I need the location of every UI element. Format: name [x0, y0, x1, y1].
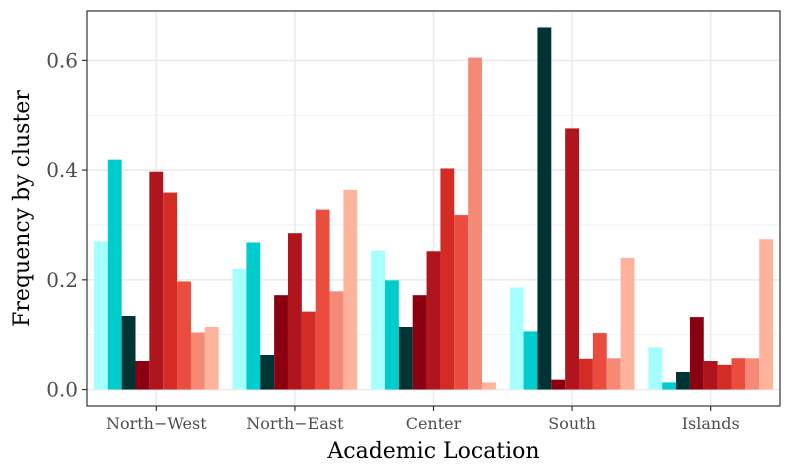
bar [759, 239, 774, 390]
bar [107, 159, 122, 390]
bar [163, 192, 178, 390]
bar [135, 361, 150, 390]
bar [384, 280, 399, 390]
x-axis-ticks: North−West North−East Center South Islands [106, 406, 740, 433]
x-tick-label: North−East [246, 414, 344, 433]
x-tick-label: North−West [106, 414, 207, 433]
bar [689, 317, 704, 390]
bar [579, 358, 593, 390]
bar [551, 379, 566, 390]
bar [662, 382, 677, 390]
bar [482, 382, 496, 390]
bar [717, 364, 732, 390]
x-tick-label: Islands [682, 414, 740, 433]
bar [204, 327, 219, 390]
bar [606, 358, 621, 390]
bar [246, 242, 261, 390]
bar [523, 331, 538, 390]
bar [592, 333, 607, 390]
bar [190, 332, 205, 390]
bar [412, 295, 427, 390]
bars [93, 27, 774, 390]
y-axis-ticks: 0.0 0.2 0.4 0.6 [46, 48, 87, 402]
bar [731, 358, 746, 390]
bar [565, 128, 580, 390]
bar [371, 250, 385, 390]
bar [426, 251, 441, 390]
bar [620, 257, 635, 390]
bar [509, 287, 524, 390]
y-tick-label: 0.6 [46, 48, 78, 72]
bar [315, 209, 330, 390]
y-tick-label: 0.2 [46, 268, 78, 292]
bar [177, 281, 191, 390]
bar [676, 371, 690, 390]
bar [121, 316, 136, 390]
bar [454, 215, 469, 390]
bar [343, 189, 358, 390]
bar [93, 241, 108, 390]
bar [745, 358, 760, 390]
bar [274, 295, 288, 390]
y-tick-label: 0.4 [46, 158, 78, 182]
bar [287, 233, 302, 390]
x-tick-label: South [548, 414, 596, 433]
bar [260, 354, 275, 390]
bar [468, 57, 483, 390]
bar [703, 361, 718, 390]
bar [537, 27, 552, 390]
bar [329, 291, 344, 390]
bar [648, 347, 663, 390]
bar [149, 171, 164, 390]
x-axis-title: Academic Location [326, 439, 539, 464]
bar [301, 311, 316, 390]
x-tick-label: Center [406, 414, 462, 433]
y-axis-title: Frequency by cluster [10, 90, 35, 327]
bar [398, 327, 413, 390]
bar [232, 268, 247, 390]
y-tick-label: 0.0 [46, 378, 78, 402]
bar [440, 168, 455, 390]
